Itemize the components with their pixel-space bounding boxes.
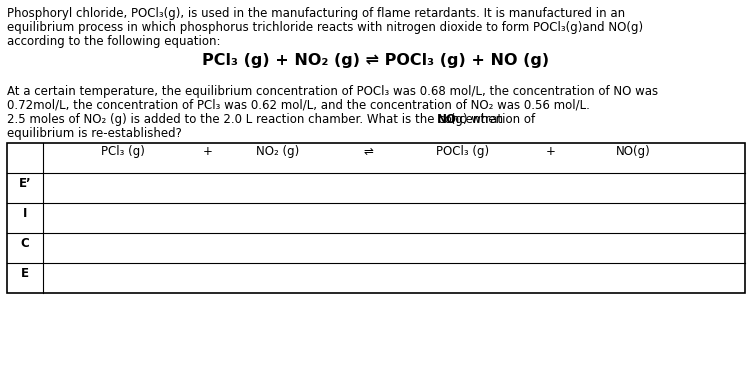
Text: NO₂ (g): NO₂ (g)	[256, 145, 299, 158]
Text: Phosphoryl chloride, POCl₃(g), is used in the manufacturing of flame retardants.: Phosphoryl chloride, POCl₃(g), is used i…	[7, 7, 625, 20]
Text: equilibrium process in which phosphorus trichloride reacts with nitrogen dioxide: equilibrium process in which phosphorus …	[7, 21, 643, 34]
Text: according to the following equation:: according to the following equation:	[7, 35, 220, 48]
Text: POCl₃ (g): POCl₃ (g)	[436, 145, 490, 158]
Bar	[7, 143, 745, 293]
Text: At a certain temperature, the equilibrium concentration of POCl₃ was 0.68 mol/L,: At a certain temperature, the equilibriu…	[7, 85, 658, 98]
Text: C: C	[20, 237, 29, 250]
Text: +: +	[546, 145, 556, 158]
Text: ⇌: ⇌	[363, 145, 373, 158]
Text: I: I	[23, 207, 27, 220]
Text: +: +	[203, 145, 213, 158]
Text: E’: E’	[19, 177, 32, 190]
Text: E: E	[21, 267, 29, 280]
Text: 2.5 moles of NO₂ (g) is added to the 2.0 L reaction chamber. What is the concent: 2.5 moles of NO₂ (g) is added to the 2.0…	[7, 113, 539, 126]
Text: (g) when: (g) when	[447, 113, 503, 126]
Text: 0.72mol/L, the concentration of PCl₃ was 0.62 mol/L, and the concentration of NO: 0.72mol/L, the concentration of PCl₃ was…	[7, 99, 590, 112]
Text: NO(g): NO(g)	[616, 145, 650, 158]
Text: PCl₃ (g): PCl₃ (g)	[101, 145, 145, 158]
Text: NO: NO	[437, 113, 457, 126]
Text: PCl₃ (g) + NO₂ (g) ⇌ POCl₃ (g) + NO (g): PCl₃ (g) + NO₂ (g) ⇌ POCl₃ (g) + NO (g)	[202, 53, 550, 68]
Text: equilibrium is re-established?: equilibrium is re-established?	[7, 127, 182, 140]
